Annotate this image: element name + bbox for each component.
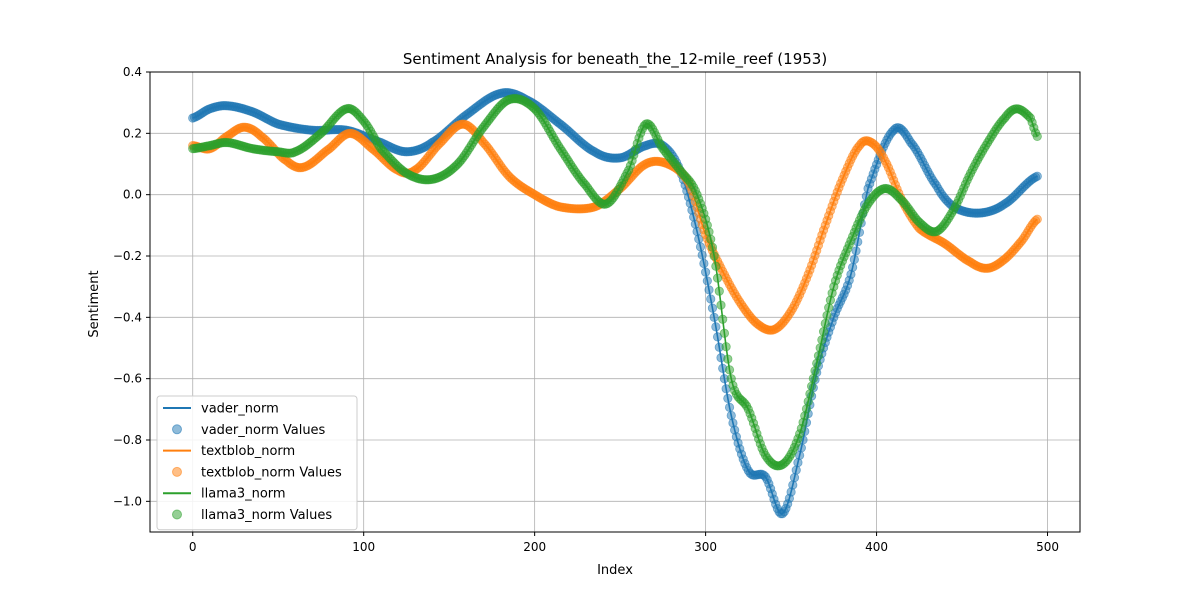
legend-label: llama3_norm [201, 487, 286, 502]
y-axis-label: Sentiment [87, 270, 102, 337]
y-tick-label: 0.4 [123, 65, 142, 79]
legend-dot-swatch [172, 466, 182, 477]
x-tick-label: 500 [1036, 540, 1059, 554]
series-llama3_norm [188, 93, 1042, 471]
chart-title: Sentiment Analysis for beneath_the_12-mi… [403, 50, 827, 69]
y-tick-label: −0.6 [113, 372, 142, 386]
plot-area [188, 88, 1042, 519]
y-tick-label: −1.0 [113, 494, 142, 508]
legend: vader_norm vader_norm Values textblob_norm… [156, 395, 358, 531]
x-tick-label: 400 [865, 540, 888, 554]
legend-dot-swatch [172, 509, 182, 520]
legend-label: textblob_norm [201, 444, 295, 459]
x-tick-label: 100 [352, 540, 375, 554]
vader_norm-line [192, 91, 1038, 515]
legend-label: vader_norm [201, 402, 279, 417]
llama3_norm-point [1032, 131, 1042, 141]
plot-frame [149, 71, 1081, 533]
legend-label: textblob_norm Values [201, 465, 342, 480]
plot-marks [188, 88, 1042, 519]
y-tick-label: −0.4 [113, 310, 142, 324]
y-tick-label: 0.0 [123, 188, 142, 202]
y-tick-label: −0.8 [113, 433, 142, 447]
axes: 0 100 200 300 400 500 0.4 0.2 0.0 −0.2 −0.4 −0.6 −0.… [113, 65, 1081, 554]
x-tick-label: 0 [189, 540, 197, 554]
y-tick-label: −0.2 [113, 249, 142, 263]
legend-label: llama3_norm Values [201, 508, 332, 523]
llama3_norm-line [192, 97, 1038, 467]
y-tick-label: 0.2 [123, 126, 142, 140]
legend-label: vader_norm Values [201, 423, 326, 438]
vader_norm-point [1032, 171, 1042, 181]
x-axis-label: Index [597, 563, 633, 578]
legend-box [156, 395, 358, 531]
x-tick-label: 200 [523, 540, 546, 554]
legend-dot-swatch [172, 424, 182, 435]
x-tick-label: 300 [694, 540, 717, 554]
